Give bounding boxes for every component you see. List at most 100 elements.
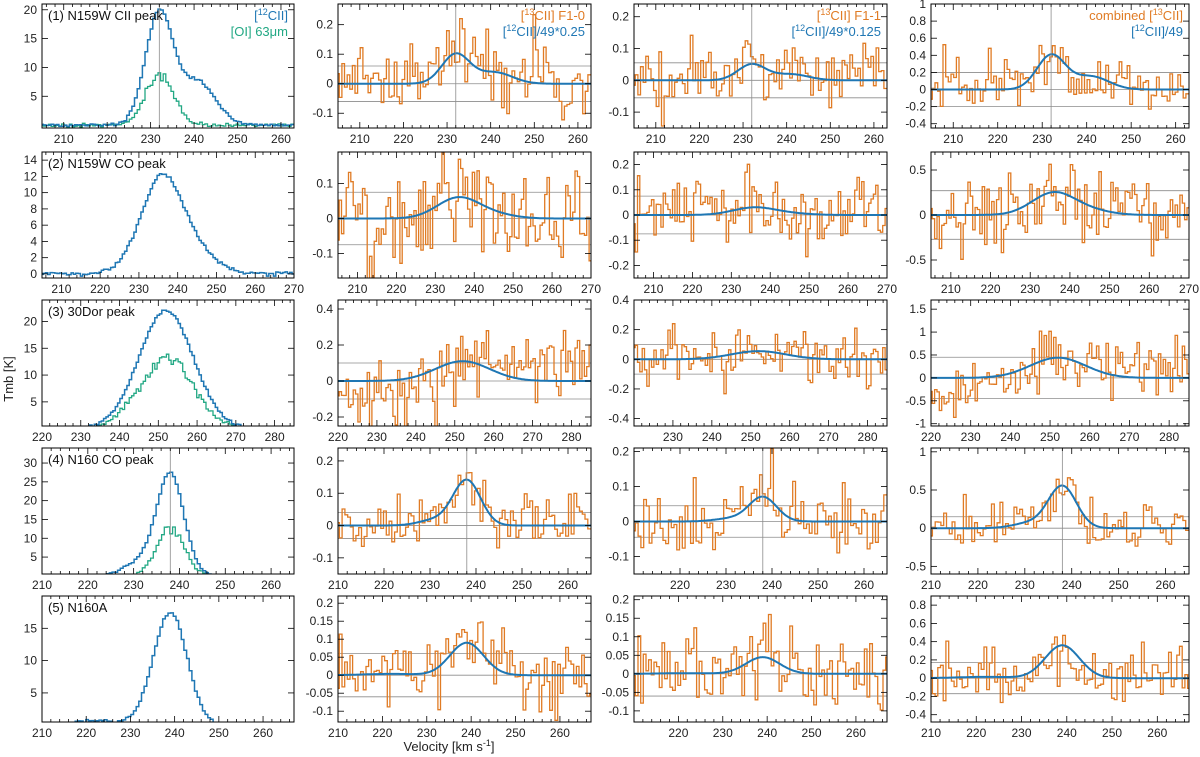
panel-r4-c3: 220 230 240 250 260 -0.1 0 0.1 0.2 bbox=[608, 445, 888, 592]
y-tick-label: 0.2 bbox=[612, 445, 629, 459]
x-tick-label: 230 bbox=[721, 282, 741, 296]
y-tick-label: 0 bbox=[622, 352, 629, 366]
x-tick-label: 250 bbox=[808, 578, 828, 592]
y-tick-label: -0.2 bbox=[905, 100, 926, 114]
x-tick-label: 270 bbox=[1179, 282, 1199, 296]
x-tick-label: 260 bbox=[864, 132, 884, 146]
y-tick-label: 0 bbox=[919, 83, 926, 97]
x-tick-label: 230 bbox=[1012, 726, 1032, 740]
y-tick-label: 6 bbox=[30, 218, 37, 232]
scaled-c12-fit bbox=[338, 196, 591, 220]
y-tick-label: 12 bbox=[24, 169, 38, 183]
x-tick-label: 220 bbox=[90, 282, 110, 296]
y-tick-label: 5 bbox=[30, 686, 37, 700]
plot-area bbox=[931, 4, 1189, 128]
panel-frame bbox=[930, 299, 1190, 427]
x-tick-label: 250 bbox=[524, 132, 544, 146]
y-tick-label: -0.1 bbox=[608, 550, 629, 564]
x-tick-label: 220 bbox=[328, 430, 348, 444]
plot-area bbox=[931, 448, 1189, 574]
x-tick-label: 240 bbox=[464, 282, 484, 296]
y-tick-label: 0.5 bbox=[909, 348, 926, 362]
y-tick-label: -0.5 bbox=[905, 394, 926, 408]
panel-frame bbox=[41, 151, 295, 279]
x-tick-label: 220 bbox=[393, 132, 413, 146]
x-tick-label: 250 bbox=[741, 430, 761, 444]
y-tick-label: 0 bbox=[919, 371, 926, 385]
legend-entry: [12CII]/49*0.125 bbox=[791, 23, 881, 39]
x-tick-label: 250 bbox=[503, 282, 523, 296]
panel-r5-c3: 220 230 240 250 260 -0.1 -0.05 0 0.05 0.1 0.15 0.2 bbox=[602, 593, 888, 740]
x-tick-label: 250 bbox=[512, 578, 532, 592]
y-tick-label: 0 bbox=[326, 77, 333, 91]
y-tick-label: 0 bbox=[326, 668, 333, 682]
x-tick-label: 220 bbox=[76, 726, 96, 740]
y-tick-label: 0.1 bbox=[316, 47, 333, 61]
plot-area bbox=[931, 330, 1189, 419]
x-tick-label: 250 bbox=[1102, 726, 1122, 740]
panel-title: (3) 30Dor peak bbox=[48, 304, 135, 319]
x-tick-label: 250 bbox=[799, 282, 819, 296]
plot-area bbox=[634, 448, 887, 574]
x-tick-label: 270 bbox=[284, 282, 304, 296]
y-tick-label: 0.4 bbox=[909, 635, 926, 649]
x-tick-label: 230 bbox=[129, 282, 149, 296]
x-tick-label: 250 bbox=[209, 726, 229, 740]
x-tick-label: 220 bbox=[78, 578, 98, 592]
y-tick-label: 0.1 bbox=[612, 42, 629, 56]
plot-area bbox=[931, 634, 1189, 704]
x-tick-label: 260 bbox=[568, 132, 588, 146]
plot-area bbox=[634, 323, 887, 395]
y-axis-title: Tmb [K] bbox=[1, 356, 16, 402]
y-tick-label: 0.2 bbox=[909, 653, 926, 667]
panel-r4-c1: 210 220 230 240 250 260 5 10 15 20 25 30 (4) N160 CO… bbox=[24, 447, 295, 592]
x-tick-label: 240 bbox=[461, 726, 481, 740]
c13-spectrum bbox=[338, 329, 591, 426]
panel-frame bbox=[633, 447, 888, 575]
x-tick-label: 210 bbox=[32, 578, 52, 592]
y-tick-label: 0.6 bbox=[909, 31, 926, 45]
x-tick-label: 240 bbox=[757, 726, 777, 740]
x-tick-label: 230 bbox=[1015, 578, 1035, 592]
x-tick-label: 260 bbox=[838, 282, 858, 296]
x-tick-label: 210 bbox=[54, 132, 74, 146]
x-tick-label: 210 bbox=[347, 282, 367, 296]
legend-entry: [13CII] F1-0 bbox=[521, 7, 585, 23]
panel-r1-c3: 210 220 230 240 250 260 -0.1 0 0.1 0.2 [13CII] F1-… bbox=[608, 3, 888, 146]
y-tick-label: -0.2 bbox=[608, 258, 629, 272]
y-tick-label: 10 bbox=[24, 60, 38, 74]
panel-title: (2) N159W CO peak bbox=[48, 156, 166, 171]
x-tick-label: 210 bbox=[943, 132, 963, 146]
y-tick-label: 0.2 bbox=[316, 18, 333, 32]
c13-spectrum bbox=[634, 34, 887, 127]
x-tick-label: 240 bbox=[481, 132, 501, 146]
x-tick-label: 230 bbox=[417, 726, 437, 740]
x-tick-label: 220 bbox=[670, 578, 690, 592]
x-tick-label: 210 bbox=[941, 282, 961, 296]
x-tick-label: 230 bbox=[437, 132, 457, 146]
x-tick-label: 280 bbox=[1159, 430, 1179, 444]
c13-spectrum bbox=[931, 477, 1189, 547]
panel-r3-c2: 220 230 240 250 260 270 280 -0.2 0 0.2 0.4 bbox=[312, 299, 592, 444]
x-tick-label: 240 bbox=[110, 430, 130, 444]
x-tick-label: 230 bbox=[71, 430, 91, 444]
x-tick-label: 260 bbox=[542, 282, 562, 296]
x-tick-label: 280 bbox=[858, 430, 878, 444]
x-tick-label: 210 bbox=[643, 282, 663, 296]
scaled-c12-fit bbox=[338, 478, 591, 527]
x-axis-title: Velocity [km s-1] bbox=[403, 738, 494, 754]
x-tick-label: 220 bbox=[372, 726, 392, 740]
y-tick-label: 1.5 bbox=[909, 302, 926, 316]
plot-area bbox=[338, 152, 591, 278]
y-tick-label: 0 bbox=[919, 671, 926, 685]
x-tick-label: 230 bbox=[713, 726, 733, 740]
oi-63um-spectrum bbox=[93, 353, 237, 426]
panel-r2-c2: 210 220 230 240 250 260 270 -0.1 0 0.1 bbox=[312, 151, 601, 296]
x-tick-label: 230 bbox=[120, 726, 140, 740]
scaled-c12-fit bbox=[931, 191, 1189, 216]
panel-r3-c3: 230 240 250 260 270 280 -0.4 -0.2 0 0.2 0.4 bbox=[608, 293, 888, 444]
y-tick-label: 20 bbox=[24, 494, 38, 508]
x-tick-label: 230 bbox=[961, 430, 981, 444]
x-tick-label: 260 bbox=[1156, 578, 1176, 592]
y-tick-label: 0.4 bbox=[316, 302, 333, 316]
